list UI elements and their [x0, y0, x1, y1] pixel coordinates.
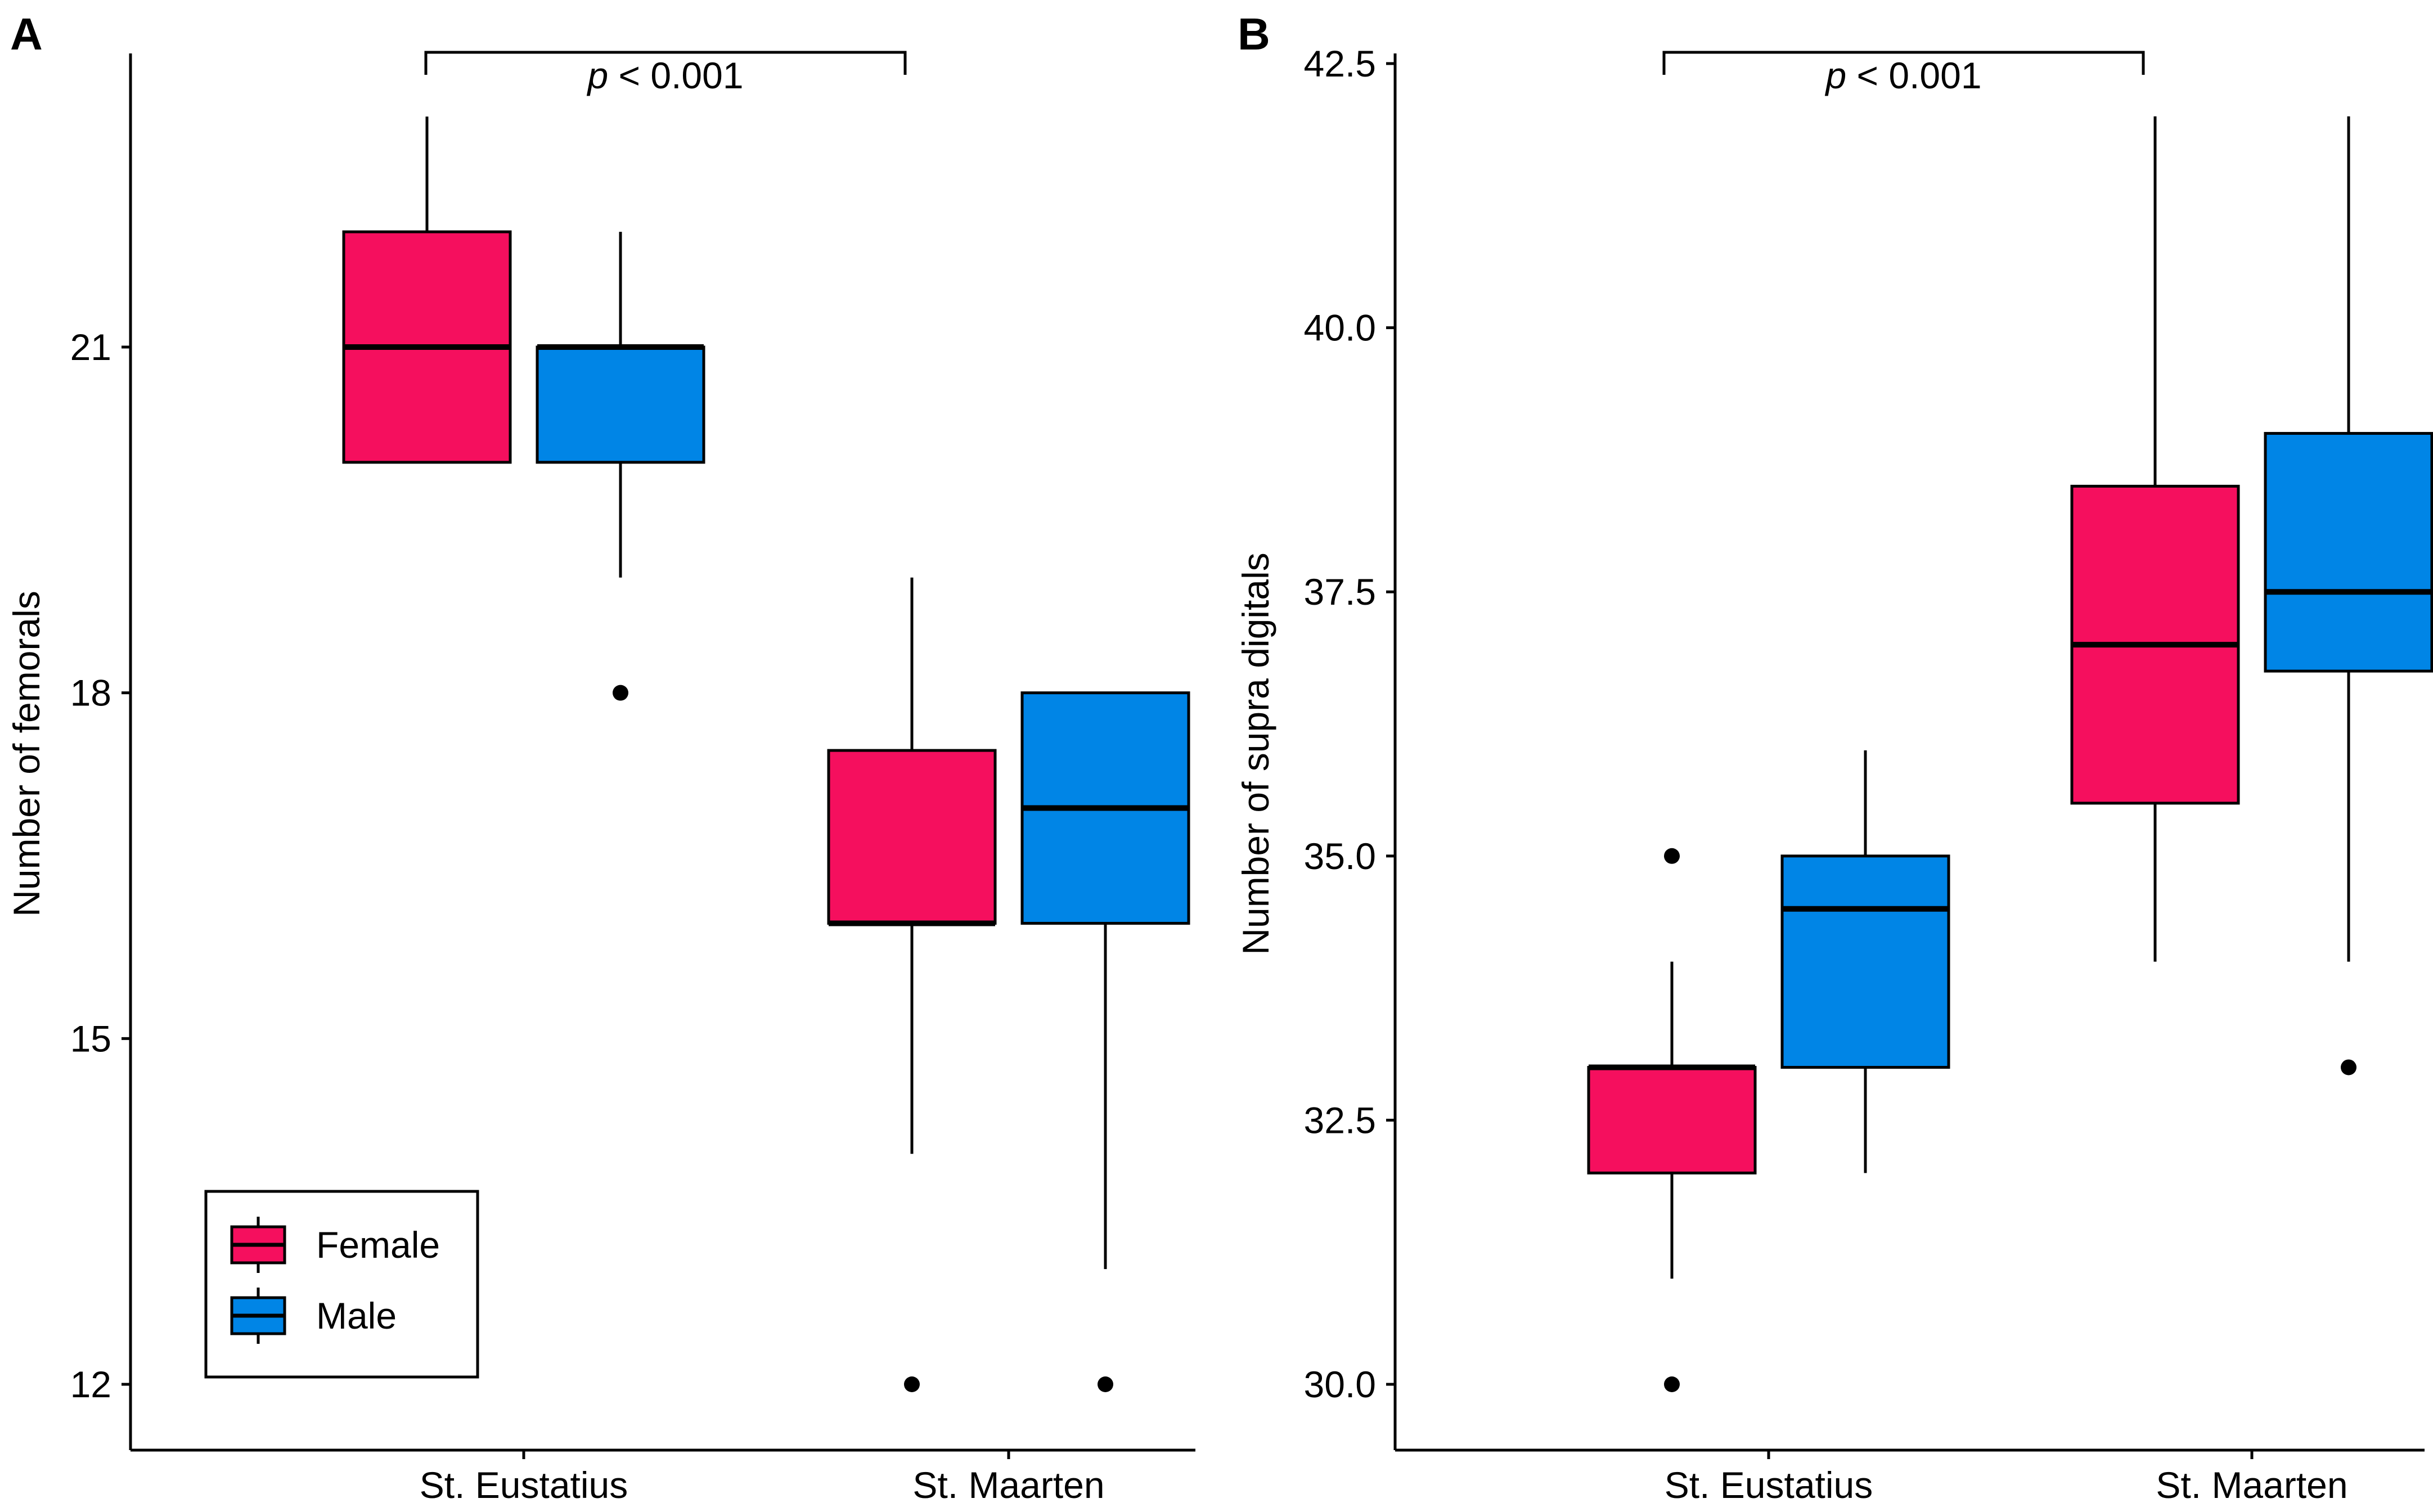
box-body — [827, 749, 997, 925]
box-body — [2264, 431, 2433, 673]
y-tick-label: 37.5 — [1304, 571, 1376, 613]
legend-frame — [204, 1190, 479, 1379]
x-tick-label: St. Eustatius — [420, 1464, 628, 1506]
panel-label: A — [10, 9, 43, 59]
panel-a: A 12 15 18 21 St. Eustatius St. Maarten Number … — [6, 9, 1195, 1506]
outlier-point — [1664, 1376, 1680, 1392]
y-tick-label: 35.0 — [1304, 835, 1376, 877]
box-female-st-maarten — [2070, 116, 2240, 962]
panel-b: B 30.0 32.5 35.0 37.5 40.0 42.5 St. Eustatius St… — [1235, 9, 2433, 1506]
box-female-st-eustatius — [342, 116, 512, 464]
box-female-st-maarten — [827, 577, 997, 1392]
y-tick-label: 12 — [70, 1364, 111, 1405]
significance-label: p < 0.001 — [586, 55, 743, 96]
y-tick-label: 30.0 — [1304, 1364, 1376, 1405]
box-body — [1780, 854, 1950, 1069]
y-tick-label: 21 — [70, 326, 111, 368]
significance-p: p — [586, 55, 608, 96]
y-tick-label: 32.5 — [1304, 1099, 1376, 1141]
box-male-st-eustatius — [1780, 750, 1950, 1173]
x-tick-label: St. Eustatius — [1665, 1464, 1873, 1506]
significance-value: < 0.001 — [608, 55, 743, 96]
legend-label-male: Male — [316, 1295, 397, 1336]
box-male-st-eustatius — [536, 232, 705, 701]
significance-label: p < 0.001 — [1824, 55, 1981, 96]
box-male-st-maarten — [2264, 116, 2433, 1076]
outlier-point — [613, 685, 628, 701]
y-axis-title: Number of femorals — [6, 591, 47, 917]
y-tick-label: 42.5 — [1304, 43, 1376, 84]
significance-p: p — [1824, 55, 1846, 96]
outlier-point — [1664, 848, 1680, 864]
box-male-st-maarten — [1020, 691, 1190, 1392]
outlier-point — [904, 1376, 920, 1392]
x-tick-label: St. Maarten — [912, 1464, 1104, 1506]
x-tick-label: St. Maarten — [2156, 1464, 2347, 1506]
y-tick-label: 40.0 — [1304, 307, 1376, 349]
y-tick-label: 15 — [70, 1018, 111, 1059]
significance-bracket — [424, 51, 907, 75]
box-body — [536, 345, 705, 464]
legend: Female Male — [204, 1190, 479, 1379]
box-female-st-eustatius — [1587, 848, 1757, 1392]
significance-bracket — [1662, 51, 2145, 75]
y-tick-label: 18 — [70, 672, 111, 714]
panel-label: B — [1238, 9, 1270, 59]
outlier-point — [2341, 1059, 2356, 1076]
legend-label-female: Female — [316, 1224, 440, 1266]
y-axis-title: Number of supra digitals — [1235, 552, 1276, 955]
box-body — [1587, 1065, 1757, 1174]
significance-value: < 0.001 — [1846, 55, 1981, 96]
outlier-point — [1098, 1376, 1113, 1392]
